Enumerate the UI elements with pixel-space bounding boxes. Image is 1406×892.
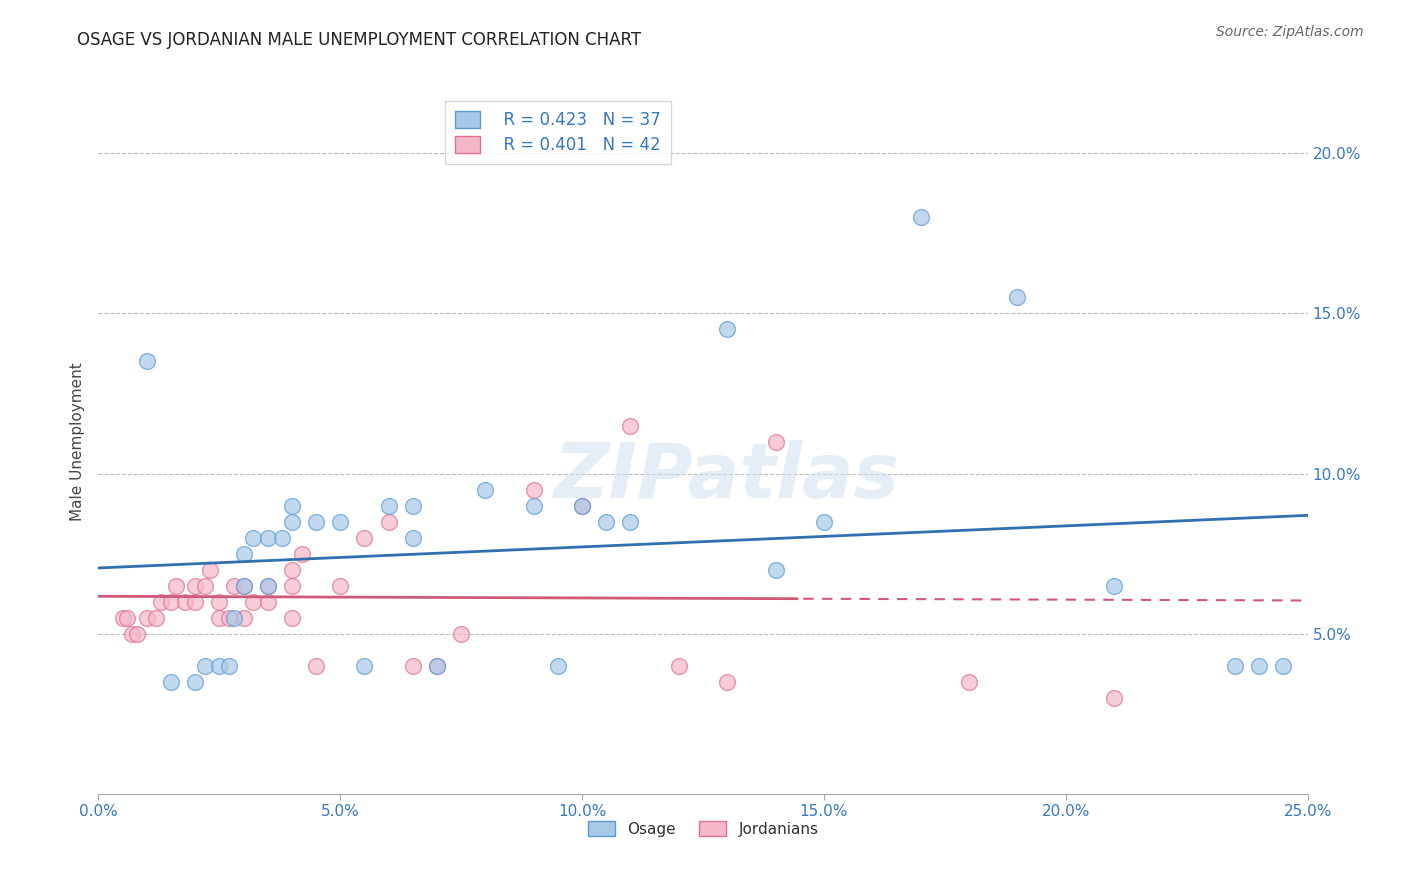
Point [571, 499, 593, 513]
Point [813, 515, 835, 529]
Point [194, 658, 217, 673]
Point [242, 595, 264, 609]
Point [402, 499, 425, 513]
Point [305, 658, 328, 673]
Point [1249, 658, 1271, 673]
Point [271, 531, 294, 545]
Text: ZIPatlas: ZIPatlas [554, 440, 900, 514]
Point [208, 658, 231, 673]
Point [377, 515, 399, 529]
Text: OSAGE VS JORDANIAN MALE UNEMPLOYMENT CORRELATION CHART: OSAGE VS JORDANIAN MALE UNEMPLOYMENT COR… [77, 31, 641, 49]
Point [353, 658, 375, 673]
Point [957, 674, 980, 689]
Point [184, 595, 207, 609]
Point [135, 354, 157, 368]
Point [290, 547, 312, 561]
Point [353, 531, 375, 545]
Point [765, 563, 787, 577]
Point [111, 610, 134, 624]
Point [242, 531, 264, 545]
Point [523, 483, 546, 497]
Point [198, 563, 221, 577]
Point [256, 531, 278, 545]
Point [450, 626, 472, 640]
Point [232, 547, 254, 561]
Point [329, 579, 352, 593]
Point [256, 595, 278, 609]
Point [281, 610, 304, 624]
Point [256, 579, 278, 593]
Point [194, 579, 217, 593]
Point [426, 658, 449, 673]
Legend: Osage, Jordanians: Osage, Jordanians [582, 814, 824, 843]
Point [716, 674, 738, 689]
Point [256, 579, 278, 593]
Point [121, 626, 143, 640]
Point [222, 610, 245, 624]
Point [232, 610, 254, 624]
Point [377, 499, 399, 513]
Point [281, 515, 304, 529]
Point [135, 610, 157, 624]
Point [765, 434, 787, 449]
Point [281, 499, 304, 513]
Point [160, 674, 183, 689]
Point [208, 610, 231, 624]
Point [184, 674, 207, 689]
Point [716, 322, 738, 336]
Point [127, 626, 149, 640]
Point [281, 563, 304, 577]
Y-axis label: Male Unemployment: Male Unemployment [70, 362, 86, 521]
Point [910, 211, 932, 225]
Point [160, 595, 183, 609]
Point [218, 658, 240, 673]
Point [595, 515, 617, 529]
Point [329, 515, 352, 529]
Point [165, 579, 187, 593]
Point [668, 658, 690, 673]
Point [281, 579, 304, 593]
Point [174, 595, 197, 609]
Point [402, 658, 425, 673]
Point [232, 579, 254, 593]
Point [1223, 658, 1246, 673]
Point [474, 483, 496, 497]
Point [571, 499, 593, 513]
Point [305, 515, 328, 529]
Point [547, 658, 569, 673]
Point [619, 418, 641, 433]
Point [232, 579, 254, 593]
Point [184, 579, 207, 593]
Point [218, 610, 240, 624]
Point [117, 610, 139, 624]
Point [222, 579, 245, 593]
Point [150, 595, 173, 609]
Point [1007, 290, 1029, 304]
Point [1102, 690, 1125, 705]
Point [426, 658, 449, 673]
Point [145, 610, 167, 624]
Point [619, 515, 641, 529]
Point [1102, 579, 1125, 593]
Text: Source: ZipAtlas.com: Source: ZipAtlas.com [1216, 25, 1364, 39]
Point [208, 595, 231, 609]
Point [402, 531, 425, 545]
Point [1272, 658, 1295, 673]
Point [523, 499, 546, 513]
